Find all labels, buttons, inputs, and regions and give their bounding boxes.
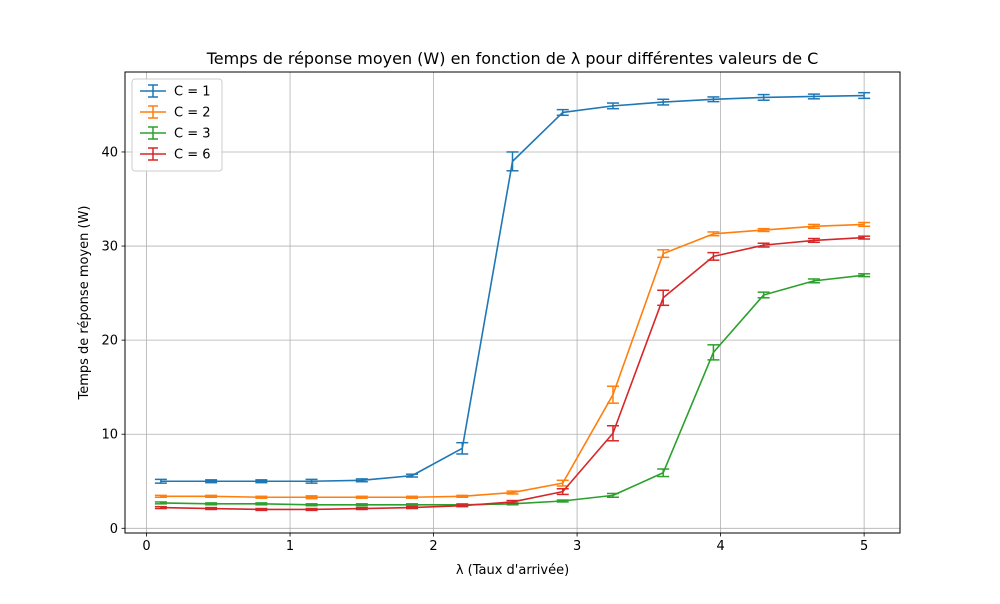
axes-ticks: 0 1 2 3 4 5 0 10 20 30 40: [101, 145, 868, 554]
error-bar: [757, 242, 770, 248]
error-bar: [205, 506, 218, 511]
error-bar: [657, 468, 670, 478]
error-bar: [205, 494, 218, 498]
error-bar: [305, 495, 318, 500]
error-bar: [355, 503, 368, 507]
error-bar: [255, 479, 268, 484]
series-layer: [154, 91, 871, 512]
legend[interactable]: C = 1 C = 2 C = 3 C = 6: [131, 78, 223, 172]
error-bar: [355, 478, 368, 483]
error-bar: [154, 478, 167, 484]
plot-frame: [124, 71, 901, 534]
x-tick-label: 5: [860, 539, 868, 554]
error-bar: [305, 503, 318, 507]
legend-label: C = 2: [174, 106, 211, 121]
error-bar: [606, 492, 619, 498]
legend-item[interactable]: C = 1: [140, 84, 211, 100]
legend-label: C = 1: [174, 85, 211, 100]
error-bar: [606, 385, 619, 404]
error-bar: [858, 235, 871, 240]
error-bar: [606, 102, 619, 110]
error-bar: [606, 424, 619, 442]
error-bar: [205, 479, 218, 484]
error-bar: [506, 151, 519, 172]
y-axis-label: Temps de réponse moyen (W): [77, 205, 92, 400]
error-bar: [255, 507, 268, 512]
error-bar: [807, 93, 820, 100]
error-bar: [757, 227, 770, 233]
series-1: [154, 91, 871, 484]
legend-label: C = 6: [174, 148, 211, 163]
error-bar: [707, 251, 720, 261]
error-bar: [556, 499, 569, 503]
x-tick-label: 0: [142, 539, 150, 554]
error-bar: [305, 478, 318, 484]
error-bar: [556, 488, 569, 496]
error-bar: [556, 108, 569, 117]
x-axis-label: λ (Taux d'arrivée): [456, 563, 569, 578]
error-bar: [657, 249, 670, 259]
error-bar: [255, 495, 268, 499]
y-tick-label: 40: [101, 145, 118, 160]
error-bar: [154, 501, 167, 505]
error-bar: [255, 502, 268, 506]
error-bar: [707, 96, 720, 103]
x-tick-label: 2: [429, 539, 437, 554]
series-4: [154, 235, 871, 512]
series-2: [154, 221, 871, 500]
error-bar: [506, 499, 519, 505]
error-bar: [406, 473, 419, 478]
error-bar: [757, 291, 770, 299]
error-bar: [305, 507, 318, 512]
chart-title: Temps de réponse moyen (W) en fonction d…: [206, 49, 819, 68]
legend-label: C = 3: [174, 127, 211, 142]
x-tick-label: 4: [716, 539, 724, 554]
error-bar: [807, 278, 820, 284]
error-bar: [456, 504, 469, 508]
error-bar: [406, 503, 419, 507]
error-bar: [355, 495, 368, 499]
legend-item[interactable]: C = 3: [140, 126, 211, 142]
legend-item[interactable]: C = 6: [140, 147, 211, 163]
error-bar: [205, 502, 218, 506]
error-bar: [456, 441, 469, 455]
error-bar: [506, 490, 519, 495]
error-bar: [456, 494, 469, 498]
legend-item[interactable]: C = 2: [140, 105, 211, 121]
error-bar: [707, 344, 720, 361]
y-tick-label: 0: [110, 522, 118, 537]
y-tick-label: 30: [101, 240, 118, 255]
error-bar: [707, 231, 720, 237]
y-tick-label: 10: [101, 428, 118, 443]
error-bar: [807, 223, 820, 229]
y-tick-label: 20: [101, 334, 118, 349]
error-bar: [657, 289, 670, 307]
error-bar: [858, 221, 871, 228]
error-bar: [858, 91, 871, 100]
error-bar: [406, 495, 419, 499]
error-bar: [807, 237, 820, 244]
error-bar: [406, 505, 419, 510]
error-bar: [757, 93, 770, 101]
error-bar: [355, 506, 368, 511]
error-bar: [154, 494, 167, 498]
x-tick-label: 1: [286, 539, 294, 554]
error-bar: [858, 273, 871, 278]
error-bar: [154, 505, 167, 510]
error-bar: [657, 98, 670, 106]
x-tick-label: 3: [573, 539, 581, 554]
